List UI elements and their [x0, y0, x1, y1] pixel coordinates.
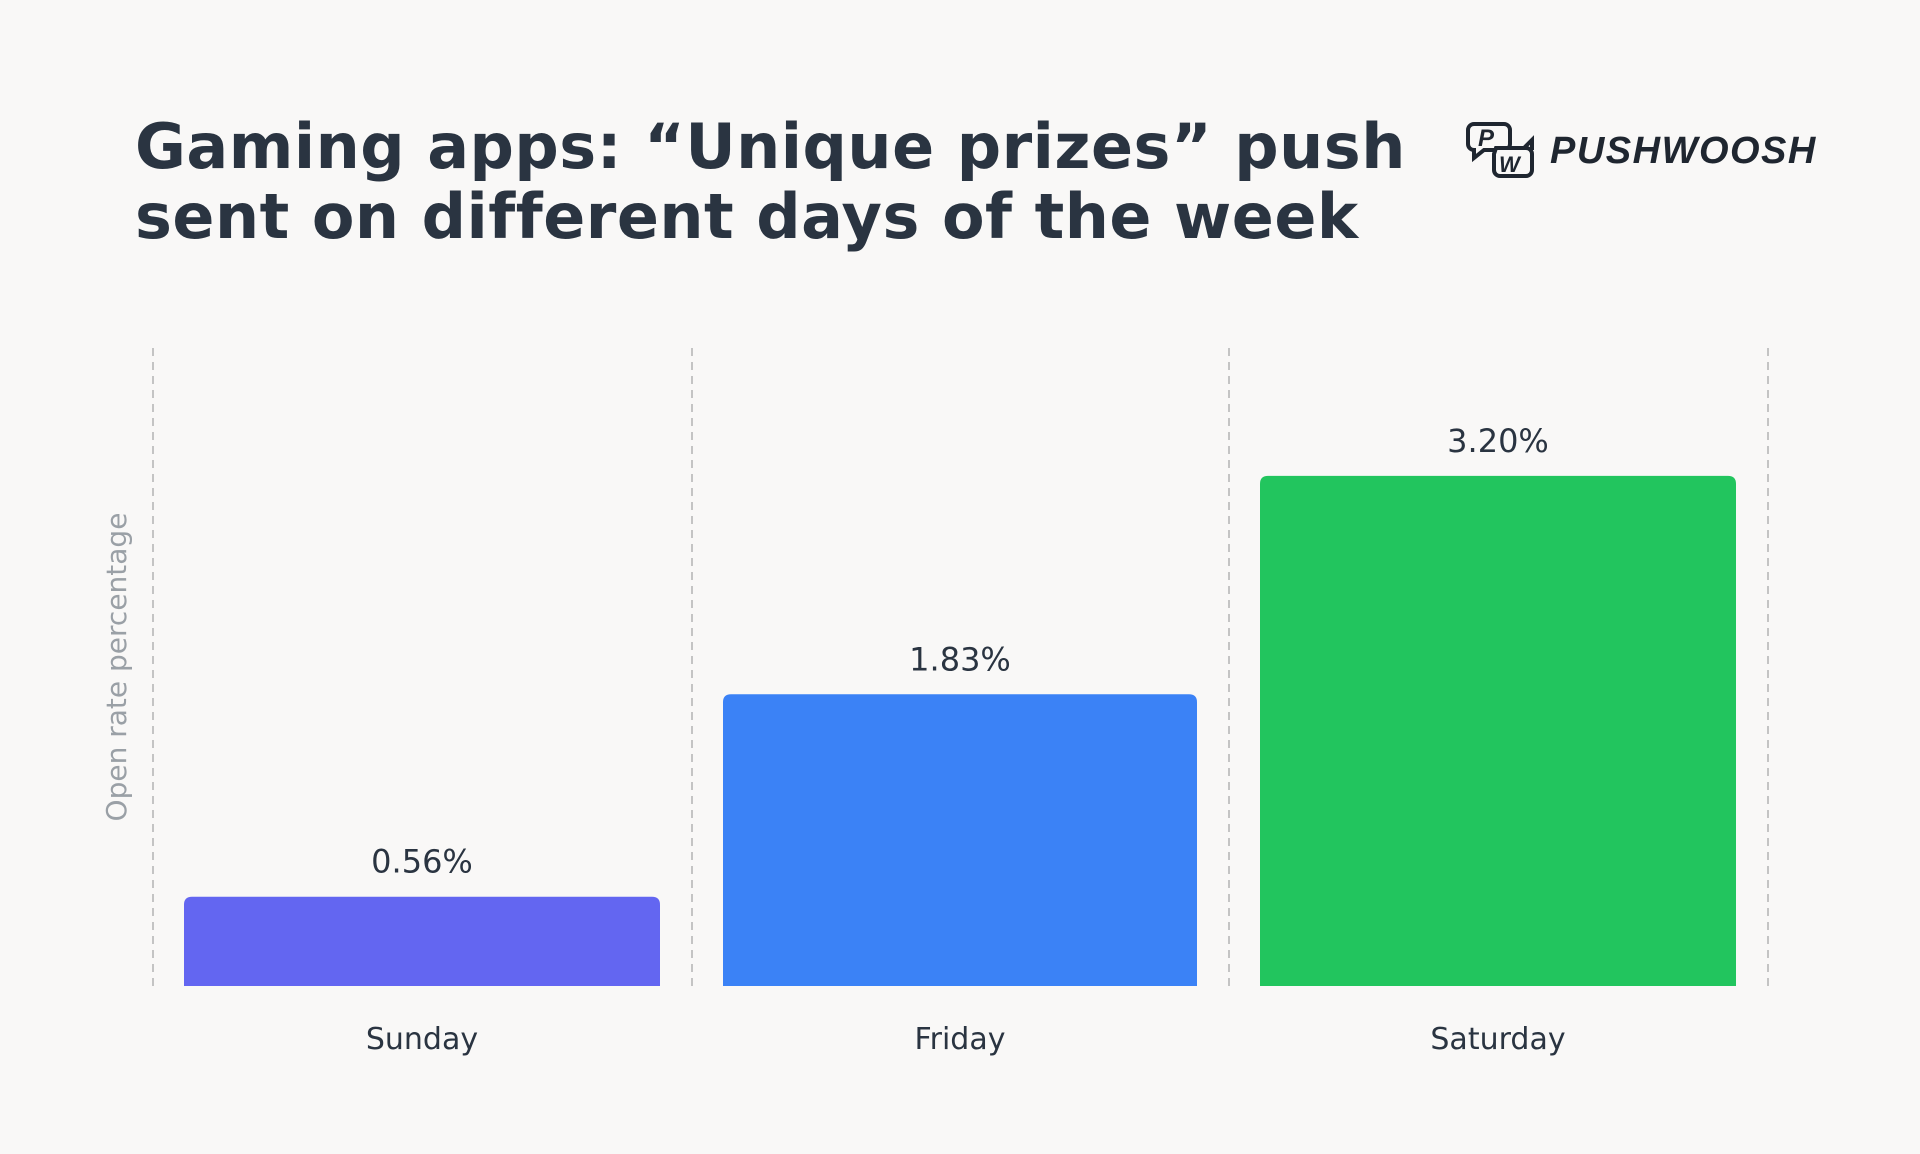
value-label: 1.83% — [909, 640, 1011, 678]
bar-friday — [723, 694, 1197, 986]
y-axis-label: Open rate percentage — [100, 513, 133, 822]
labels: 0.56% Sunday 1.83% Friday 3.20% Saturday — [366, 422, 1566, 1057]
title-line-1: Gaming apps: “Unique prizes” push — [135, 110, 1406, 183]
category-label: Saturday — [1430, 1022, 1565, 1057]
chart-title: Gaming apps: “Unique prizes” push sent o… — [135, 112, 1435, 252]
bar-sunday — [184, 896, 660, 986]
brand-name: PUSHWOOSH — [1550, 129, 1817, 172]
pushwoosh-logo-icon: P W — [1466, 122, 1534, 178]
value-label: 3.20% — [1447, 422, 1549, 460]
pushwoosh-logo: P W PUSHWOOSH — [1466, 120, 1817, 182]
category-label: Sunday — [366, 1022, 478, 1057]
title-line-2: sent on different days of the week — [135, 180, 1359, 253]
svg-text:P: P — [1478, 125, 1495, 152]
bars — [184, 475, 1736, 986]
svg-text:W: W — [1499, 152, 1522, 177]
value-label: 0.56% — [371, 843, 473, 881]
bar-saturday — [1260, 475, 1736, 986]
category-label: Friday — [915, 1022, 1006, 1057]
